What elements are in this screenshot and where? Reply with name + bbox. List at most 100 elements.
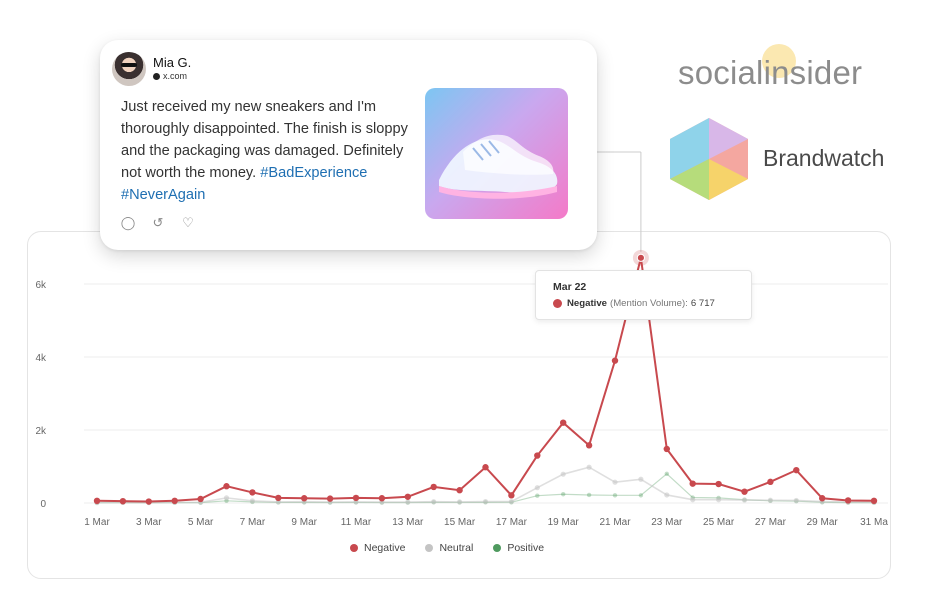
reply-icon[interactable]: ◯ [120,215,136,230]
tweet-card[interactable]: Mia G. x.com Just received my new sneake… [100,40,597,250]
data-point-negative[interactable] [611,357,619,364]
tweet-handle: x.com [153,71,187,81]
chart-tooltip: Mar 22 Negative (Mention Volume): 6 717 [535,270,752,320]
brandwatch-logo-icon [670,118,748,200]
data-point-negative[interactable] [585,442,593,449]
data-point-neutral[interactable] [457,499,463,505]
data-point-negative[interactable] [301,495,308,502]
series-line-positive[interactable] [96,473,875,504]
x-tick-label: 21 Mar [599,517,631,528]
sneaker-image [425,88,568,219]
data-point-neutral[interactable] [249,498,255,504]
tweet-body: Just received my new sneakers and I'm th… [121,99,408,181]
data-point-negative[interactable] [560,419,567,426]
data-point-negative[interactable] [793,466,800,474]
data-point-negative[interactable] [767,478,774,486]
tooltip-value: 6 717 [690,298,715,309]
x-tick-label: 31 Ma [860,517,888,528]
legend-dot-positive [493,544,502,552]
data-point-neutral[interactable] [716,497,722,503]
x-tick-label: 5 Mar [188,517,214,528]
highlight-point[interactable] [636,253,646,262]
data-point-neutral[interactable] [793,497,799,504]
data-point-neutral[interactable] [508,498,514,505]
y-tick-label: 6k [35,280,47,291]
data-point-negative[interactable] [870,497,878,505]
legend-dot-negative [350,544,358,552]
data-point-neutral[interactable] [586,464,592,470]
tweet-actions: ◯ ↺ ♡ [120,215,196,231]
data-point-neutral[interactable] [560,471,566,477]
data-point-negative[interactable] [326,495,334,502]
series-line-neutral[interactable] [96,466,875,504]
data-point-neutral[interactable] [612,479,618,485]
data-point-neutral[interactable] [223,495,230,501]
data-point-negative[interactable] [145,498,152,505]
x-tick-label: 27 Mar [755,517,787,528]
data-point-neutral[interactable] [482,498,489,505]
data-point-negative[interactable] [689,480,696,487]
y-tick-label: 0 [40,499,46,510]
x-tick-label: 25 Mar [703,517,735,528]
data-point-negative[interactable] [197,495,204,503]
data-point-negative[interactable] [819,495,826,502]
x-tick-label: 15 Mar [444,517,476,528]
x-tick-label: 17 Mar [496,517,528,528]
data-point-negative[interactable] [223,483,230,490]
data-point-negative[interactable] [352,494,360,502]
tweet-handle-text: x.com [163,71,188,81]
avatar[interactable] [112,52,146,86]
data-point-negative[interactable] [482,464,489,471]
data-point-negative[interactable] [741,488,748,495]
tooltip-date: Mar 22 [553,281,587,293]
data-point-neutral[interactable] [741,497,748,503]
data-point-negative[interactable] [844,497,852,504]
like-icon[interactable]: ♡ [182,215,194,230]
legend-label-positive: Positive [507,542,545,554]
tooltip-metric: (Mention Volume): [610,298,688,309]
retweet-icon[interactable]: ↺ [152,215,164,230]
data-point-positive[interactable] [586,492,592,498]
x-tick-label: 3 Mar [136,517,162,528]
data-point-negative[interactable] [171,497,178,505]
legend-item-neutral[interactable]: Neutral [425,542,473,554]
x-tick-label: 7 Mar [240,517,266,528]
data-point-negative[interactable] [534,452,541,459]
data-point-neutral[interactable] [405,499,411,505]
sneaker-illustration [439,134,558,199]
data-point-neutral[interactable] [638,476,644,482]
data-point-neutral[interactable] [767,497,774,503]
data-point-negative[interactable] [275,494,282,502]
tweet-text: Just received my new sneakers and I'm th… [121,96,421,206]
legend-dot-neutral [425,544,434,552]
tweet-hashtags[interactable]: #BadExperience #NeverAgain [121,165,368,203]
data-point-positive[interactable] [664,471,669,476]
data-point-negative[interactable] [404,493,411,500]
data-point-negative[interactable] [663,445,670,453]
data-point-negative[interactable] [378,495,386,502]
data-point-negative[interactable] [715,480,722,488]
data-point-neutral[interactable] [690,497,696,503]
y-tick-label: 2k [35,426,47,437]
y-tick-label: 4k [35,353,47,364]
data-point-positive[interactable] [612,493,618,498]
data-point-negative[interactable] [456,487,463,494]
data-point-negative[interactable] [119,497,127,505]
data-point-positive[interactable] [638,493,644,498]
data-point-negative[interactable] [249,489,256,496]
data-point-negative[interactable] [508,492,515,499]
data-point-neutral[interactable] [534,485,540,491]
data-point-negative[interactable] [93,497,101,505]
tweet-user-name[interactable]: Mia G. [153,55,192,70]
socialinsider-logo-dot [762,44,796,78]
x-tick-label: 19 Mar [548,517,580,528]
data-point-neutral[interactable] [431,499,437,505]
data-point-neutral[interactable] [664,492,670,498]
data-point-positive[interactable] [535,493,540,498]
data-point-positive[interactable] [561,492,566,497]
brandwatch-logo: Brandwatch [763,145,885,171]
data-point-negative[interactable] [430,483,437,491]
x-tick-label: 9 Mar [291,517,317,528]
legend-item-negative[interactable]: Negative [350,542,405,554]
legend-item-positive[interactable]: Positive [493,542,544,554]
